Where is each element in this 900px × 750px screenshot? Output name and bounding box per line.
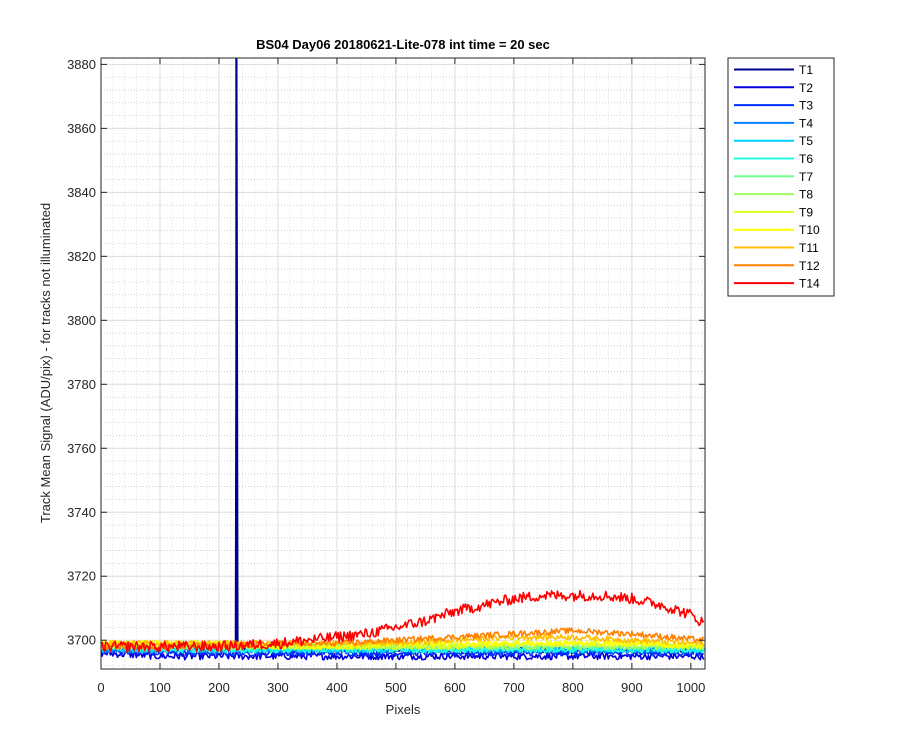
major-gridlines [100,58,705,669]
x-tick-label: 300 [267,680,289,695]
y-tick-label: 3800 [67,313,96,328]
series-layer [101,58,705,661]
x-tick-label: 600 [444,680,466,695]
legend-label: T11 [799,241,819,255]
x-tick-label: 1000 [676,680,705,695]
x-tick-label: 700 [503,680,525,695]
y-tick-label: 3760 [67,441,96,456]
series-line-t14 [101,589,705,653]
legend-label: T1 [799,63,813,77]
series-line-t11 [101,633,705,648]
legend-label: T4 [799,116,813,130]
legend-label: T14 [799,277,820,291]
plot-area [101,58,705,669]
legend-label: T12 [799,259,820,273]
y-tick-label: 3820 [67,249,96,264]
y-tick-label: 3880 [67,57,96,72]
legend-label: T9 [799,205,813,219]
series-line-t3 [101,646,705,657]
y-tick-label: 3860 [67,121,96,136]
x-tick-label: 800 [562,680,584,695]
x-tick-label: 900 [621,680,643,695]
legend-label: T8 [799,188,813,202]
legend-label: T5 [799,134,813,148]
legend-label: T3 [799,99,813,113]
y-tick-label: 3720 [67,569,96,584]
x-axis-title: Pixels [386,702,421,717]
legend-label: T2 [799,81,813,95]
x-axis: 0 100 200 300 400 500 600 700 800 900 1000 [97,58,705,695]
y-tick-label: 3700 [67,633,96,648]
x-tick-label: 400 [326,680,348,695]
x-tick-label: 200 [208,680,230,695]
y-axis-title: Track Mean Signal (ADU/pix) - for tracks… [38,203,53,523]
legend-label: T7 [799,170,813,184]
y-tick-label: 3740 [67,505,96,520]
legend: T1 T2 T3 T4 T5 T6 T7 T8 T9 T10 T11 T12 T14 [727,57,835,297]
x-tick-label: 500 [385,680,407,695]
y-tick-label: 3780 [67,377,96,392]
y-tick-label: 3840 [67,185,96,200]
plot-frame [100,57,706,670]
y-axis: 3700 3720 3740 3760 3780 3800 3820 3840 3860 3880 [67,57,705,648]
x-tick-label: 0 [97,680,104,695]
legend-label: T10 [799,223,820,237]
chart-title: BS04 Day06 20180621-Lite-078 int time = … [256,37,550,52]
x-tick-label: 100 [149,680,171,695]
legend-label: T6 [799,152,813,166]
